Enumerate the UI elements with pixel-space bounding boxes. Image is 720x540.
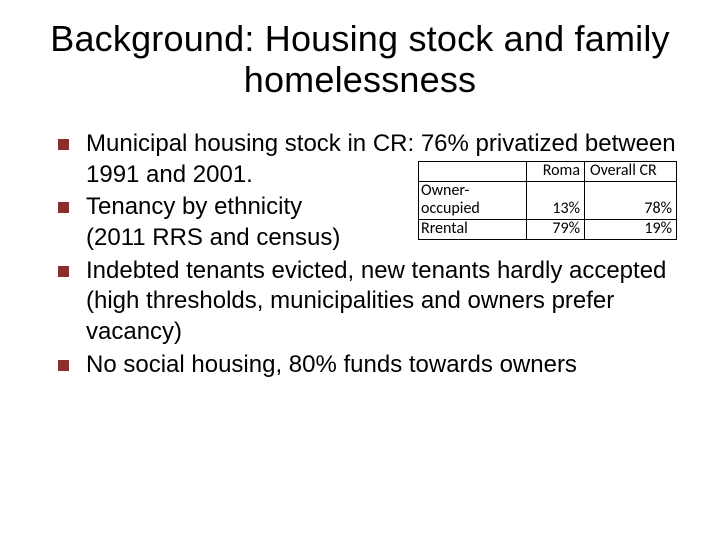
table-cell: 13% — [527, 181, 585, 219]
bullet-icon — [58, 202, 69, 213]
table-header-cell — [419, 161, 527, 181]
tenancy-table: Roma Overall CR Owner- occupied 13% 78% … — [418, 161, 677, 240]
table-cell: 79% — [527, 219, 585, 239]
bullet-icon — [58, 360, 69, 371]
cell-line: occupied — [421, 199, 480, 218]
content-area: Municipal housing stock in CR: 76% priva… — [30, 129, 690, 381]
bullet-icon — [58, 266, 69, 277]
table-cell: Rrental — [419, 219, 527, 239]
cell-line: Owner- — [421, 181, 469, 200]
table-header-row: Roma Overall CR — [419, 161, 677, 181]
bullet-icon — [58, 139, 69, 150]
list-item: Indebted tenants evicted, new tenants ha… — [58, 256, 690, 348]
bullet-text: Indebted tenants evicted, new tenants ha… — [86, 257, 666, 345]
table: Roma Overall CR Owner- occupied 13% 78% … — [418, 161, 677, 240]
table-header-cell: Roma — [527, 161, 585, 181]
table-cell: 19% — [585, 219, 677, 239]
bullet-text: Tenancy by ethnicity (2011 RRS and censu… — [86, 193, 340, 251]
bullet-text: No social housing, 80% funds towards own… — [86, 351, 577, 378]
table-row: Rrental 79% 19% — [419, 219, 677, 239]
table-header-cell: Overall CR — [585, 161, 677, 181]
list-item: No social housing, 80% funds towards own… — [58, 350, 690, 381]
bullet-text-line: Tenancy by ethnicity — [86, 193, 302, 220]
table-cell: Owner- occupied — [419, 181, 527, 219]
table-cell: 78% — [585, 181, 677, 219]
bullet-text-line: (2011 RRS and census) — [86, 224, 340, 251]
slide-title: Background: Housing stock and family hom… — [30, 18, 690, 101]
table-row: Owner- occupied 13% 78% — [419, 181, 677, 219]
